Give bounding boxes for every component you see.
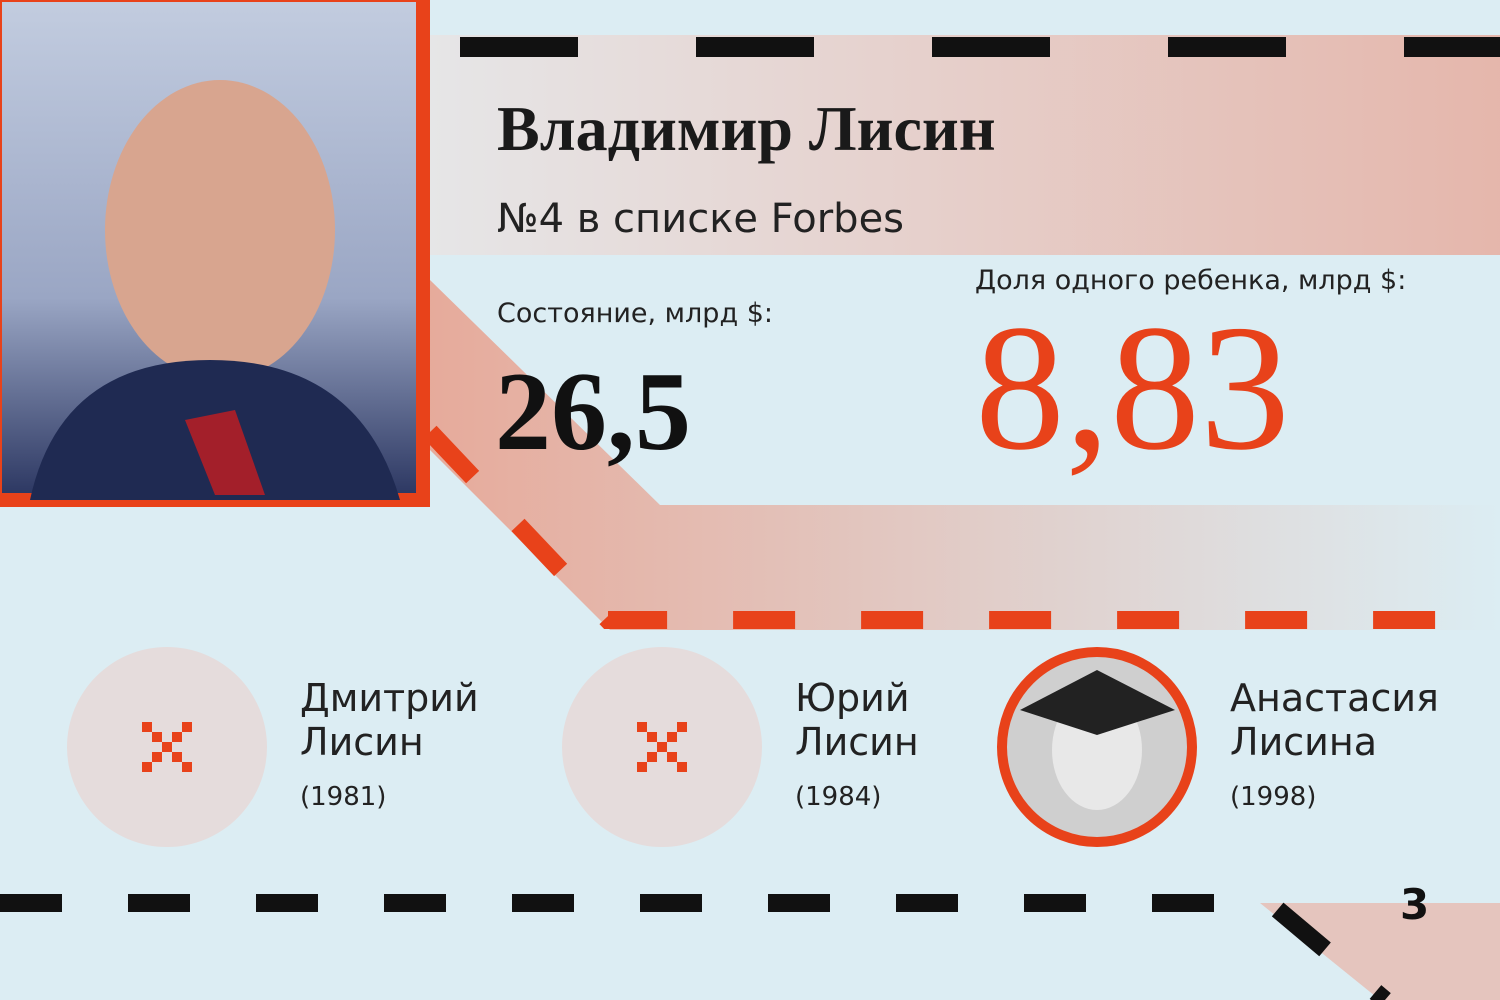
child-year: (1998)	[1230, 782, 1317, 812]
child-name: Юрий	[795, 676, 910, 720]
child-year: (1984)	[795, 782, 882, 812]
child-year: (1981)	[300, 782, 387, 812]
diagonal-band	[430, 280, 1500, 630]
share-value: 8,83	[975, 288, 1290, 487]
subtitle: №4 в списке Forbes	[497, 196, 905, 242]
child-name: Анастасия	[1230, 676, 1439, 720]
child-name: Лисин	[795, 720, 919, 764]
dashed-line	[423, 425, 1500, 629]
graduation-cap	[1020, 670, 1175, 735]
header-band	[430, 35, 1500, 255]
page-number: 3	[1400, 880, 1430, 929]
bottom-band	[1260, 903, 1500, 1000]
portrait-tie	[185, 410, 265, 495]
title: Владимир Лисин	[497, 93, 996, 164]
wealth-label: Состояние, млрд $:	[497, 298, 773, 329]
portrait-face	[105, 80, 335, 380]
wealth-value: 26,5	[495, 350, 691, 474]
no-photo-icon	[637, 722, 687, 772]
share-label: Доля одного ребенка, млрд $:	[975, 265, 1407, 296]
child-name: Лисина	[1230, 720, 1377, 764]
child-name: Лисин	[300, 720, 424, 764]
no-photo-icon	[142, 722, 192, 772]
dashed-line	[0, 894, 1391, 1000]
child-name: Дмитрий	[300, 676, 479, 720]
